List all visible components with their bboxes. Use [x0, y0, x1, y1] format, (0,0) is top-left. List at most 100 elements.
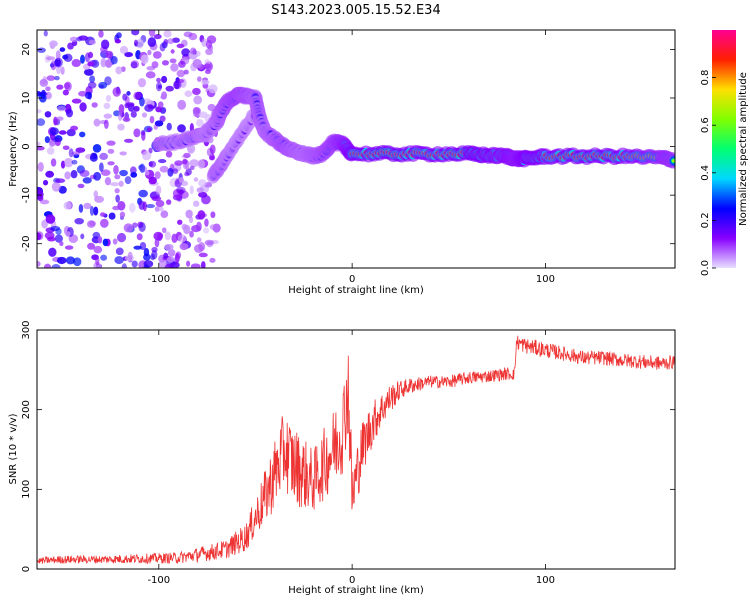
- spectrogram-noise-blob: [203, 227, 210, 234]
- spectrogram-noise-blob: [104, 76, 112, 86]
- spectrogram-noise-blob: [138, 200, 145, 210]
- spectrogram-noise-blob: [119, 211, 126, 218]
- spectrogram-noise-blob: [176, 69, 186, 78]
- spectrogram-noise-blob: [44, 136, 50, 144]
- spectrogram-noise-blob: [188, 32, 198, 41]
- spectrogram-y-tick-label: -20: [21, 236, 32, 252]
- spectrogram-noise-blob: [115, 247, 124, 256]
- spectrogram-noise-blob: [37, 146, 45, 151]
- spectrogram-noise-blob: [137, 78, 147, 88]
- spectrogram-noise-blob: [143, 253, 151, 261]
- spectrogram-noise-blob: [125, 102, 135, 107]
- spectrogram-noise-blob: [122, 93, 128, 101]
- spectrogram-noise-blob: [188, 216, 194, 224]
- spectrogram-noise-blob: [200, 261, 206, 268]
- spectrogram-noise-blob: [144, 170, 150, 176]
- spectrogram-noise-blob: [197, 159, 205, 169]
- spectrogram-noise-blob: [209, 224, 217, 230]
- spectrogram-noise-blob: [190, 47, 197, 55]
- spectrogram-noise-blob: [105, 94, 112, 102]
- spectrogram-noise-blob: [56, 116, 64, 121]
- spectrogram-noise-blob: [51, 264, 61, 268]
- spectrogram-noise-blob: [103, 119, 109, 129]
- spectrogram-noise-blob: [179, 243, 189, 251]
- spectrogram-noise-blob: [37, 232, 42, 241]
- spectrogram-noise-blob: [123, 223, 134, 233]
- spectrogram-noise-blob: [42, 76, 47, 84]
- spectrogram-noise-blob: [209, 144, 216, 155]
- spectrogram-noise-blob: [49, 127, 59, 136]
- spectrogram-noise-blob: [174, 252, 180, 263]
- colorbar-tick-label: 0.8: [700, 70, 711, 86]
- spectrogram-noise-blob: [51, 181, 61, 192]
- spectrogram-noise-blob: [93, 245, 103, 254]
- spectrogram-noise-blob: [110, 56, 118, 65]
- spectrogram-noise-blob: [203, 63, 211, 69]
- spectrogram-noise-blob: [100, 169, 111, 176]
- spectrogram-noise-blob: [58, 185, 67, 194]
- spectrogram-frame: [36, 29, 676, 269]
- snr-y-tick-label: 100: [21, 480, 32, 499]
- spectrogram-noise-blob: [84, 91, 92, 100]
- spectrogram-noise-blob: [93, 190, 99, 199]
- spectrogram-noise-blob: [133, 128, 141, 138]
- snr-frame: [36, 329, 676, 570]
- spectrogram-noise-blob: [176, 43, 185, 49]
- spectrogram-noise-blob: [193, 177, 199, 182]
- spectrogram-noise-blob: [189, 165, 195, 170]
- spectrogram-noise-blob: [116, 32, 122, 39]
- spectrogram-noise-blob: [172, 168, 179, 174]
- spectrogram-noise-blob: [79, 102, 87, 112]
- spectrogram-noise-blob: [87, 242, 95, 250]
- spectrogram-noise-blob: [89, 153, 98, 162]
- spectrogram-noise-blob: [45, 170, 55, 178]
- spectrogram-noise-blob: [157, 101, 164, 109]
- spectrogram-noise-blob: [55, 178, 66, 184]
- spectrogram-noise-blob: [201, 79, 210, 85]
- spectrogram-y-tick-label: -10: [21, 187, 32, 203]
- spectrogram-noise-blob: [141, 112, 148, 118]
- spectrogram-noise-blob: [164, 231, 171, 241]
- spectrogram-noise-blob: [210, 211, 216, 219]
- spectrogram-noise-blob: [58, 130, 67, 135]
- spectrogram-noise-blob: [183, 152, 191, 159]
- spectrogram-noise-blob: [100, 39, 110, 50]
- spectrogram-noise-blob: [55, 50, 61, 61]
- spectrogram-noise-blob: [45, 214, 56, 224]
- spectrogram-noise-blob: [37, 261, 41, 267]
- spectrogram-noise-blob: [189, 159, 200, 167]
- spectrogram-noise-blob: [114, 256, 124, 265]
- spectrogram-noise-blob: [59, 47, 66, 52]
- spectrogram-noise-blob: [174, 160, 183, 166]
- spectrogram-noise-blob: [154, 171, 161, 180]
- spectrogram-noise-blob: [87, 81, 97, 89]
- spectrogram-noise-blob: [122, 117, 131, 122]
- spectrogram-noise-blob: [131, 260, 138, 268]
- spectrogram-noise-blob: [86, 220, 96, 228]
- colorbar-gradient: [712, 30, 736, 268]
- spectrogram-noise-blob: [89, 75, 96, 83]
- spectrogram-noise-blob: [140, 54, 149, 65]
- spectrogram-noise-blob: [80, 54, 85, 64]
- spectrogram-noise-blob: [198, 191, 208, 198]
- spectrogram-noise-blob: [205, 48, 214, 56]
- spectrogram-noise-blob: [189, 185, 194, 195]
- spectrogram-noise-blob: [112, 238, 118, 245]
- spectrogram-noise-blob: [78, 35, 89, 41]
- spectrogram-x-ticks: -100 0 100: [147, 30, 555, 285]
- spectrogram-noise-blob: [126, 91, 131, 96]
- colorbar-tick-label: 0.4: [700, 165, 711, 181]
- spectrogram-noise-blob: [151, 195, 162, 202]
- spectrogram-noise-blob: [184, 172, 190, 177]
- spectrogram-noise-blob: [197, 210, 206, 220]
- spectrogram-noise-blob: [147, 104, 154, 110]
- spectrogram-noise-blob: [80, 233, 85, 240]
- spectrogram-noise-blob: [161, 75, 168, 84]
- spectrogram-noise-blob: [104, 176, 112, 186]
- spectrogram-noise-blob: [63, 157, 74, 168]
- spectrogram-noise-blob: [154, 120, 164, 127]
- spectrogram-noise-blob: [150, 253, 156, 261]
- spectrogram-noise-blob: [147, 37, 157, 48]
- spectrogram-noise: [37, 30, 221, 268]
